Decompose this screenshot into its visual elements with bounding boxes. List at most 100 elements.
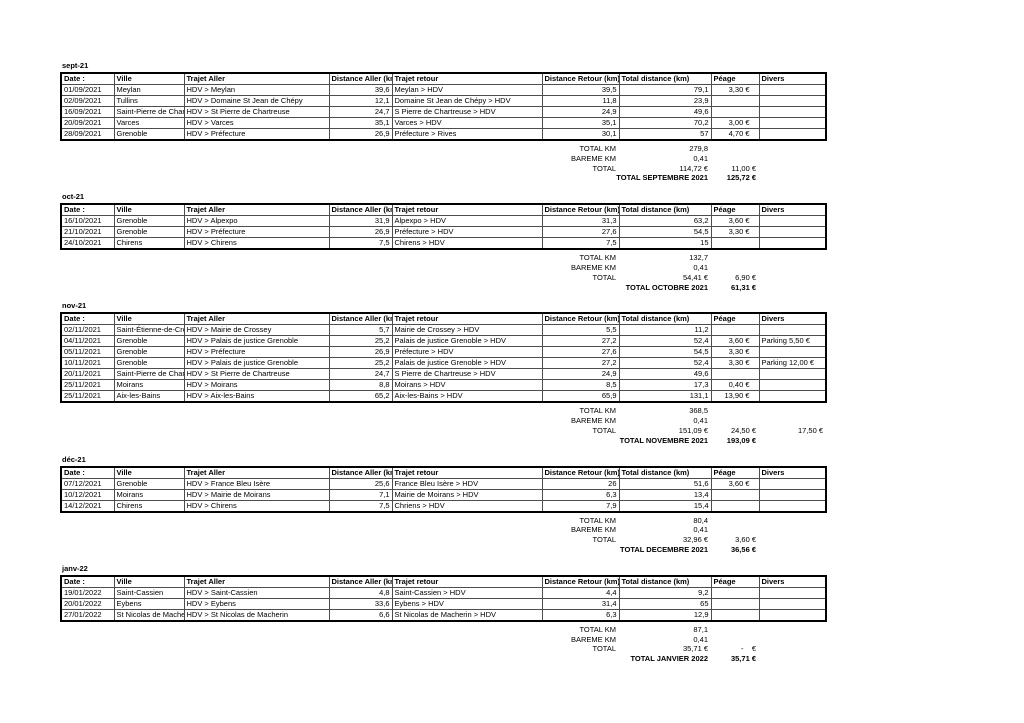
column-header-trajet-retour: Trajet retour — [391, 72, 543, 85]
totals-value-eur — [710, 416, 758, 426]
cell-distance-retour: 35,1 — [541, 117, 620, 129]
cell-ville: Grenoble — [113, 215, 185, 228]
table-row: 20/09/2021 Varces HDV > Varces 35,1 Varces >… — [60, 117, 827, 129]
table-row: 14/12/2021 Chirens HDV > Chirens 7,5 Chriens… — [60, 499, 827, 513]
cell-trajet-aller: HDV > Chirens — [183, 499, 330, 513]
totals-row: TOTAL 35,71 € - € — [60, 644, 825, 654]
cell-distance-aller: 26,9 — [328, 346, 393, 359]
table-row: 25/11/2021 Moirans HDV > Moirans 8,8 Moirans… — [60, 379, 827, 392]
totals-block: TOTAL KM 279,8 BAREME KM 0,41 TOTAL 114,72 € 1… — [60, 144, 825, 183]
column-header-ville: Ville — [113, 312, 185, 326]
cell-distance-aller: 24,7 — [328, 368, 393, 381]
cell-divers — [758, 226, 827, 239]
cell-total-distance: 63,2 — [618, 215, 712, 228]
cell-trajet-aller: HDV > St Pierre de Chartreuse — [183, 106, 330, 118]
totals-label: TOTAL OCTOBRE 2021 — [625, 282, 708, 292]
totals-value-eur: 193,09 € — [726, 435, 756, 445]
cell-trajet-retour: Mairie de Crossey > HDV — [391, 324, 543, 337]
cell-distance-retour: 11,8 — [541, 95, 620, 107]
table-row: 28/09/2021 Grenoble HDV > Préfecture 26,9 Pr… — [60, 128, 827, 141]
totals-row: BAREME KM 0,41 — [60, 525, 825, 535]
cell-ville: Varces — [113, 117, 185, 129]
totals-value-divers — [758, 644, 825, 654]
cell-trajet-aller: HDV > Varces — [183, 117, 330, 129]
cell-date: 16/10/2021 — [60, 215, 115, 228]
cell-trajet-retour: Palais de justice Grenoble > HDV — [391, 335, 543, 348]
totals-label: TOTAL KM — [579, 515, 616, 525]
month-section: oct-21 Date : Ville Trajet Aller Distance Al… — [60, 192, 830, 292]
totals-value-divers — [758, 516, 825, 526]
cell-ville: Moirans — [113, 488, 185, 501]
cell-distance-retour: 27,2 — [541, 335, 620, 348]
cell-trajet-retour: Préfecture > Rives — [391, 128, 543, 141]
cell-peage — [710, 488, 760, 501]
column-header-peage: Péage — [710, 72, 760, 85]
totals-value-eur — [710, 263, 758, 273]
totals-value-divers — [758, 173, 825, 183]
cell-ville: Grenoble — [113, 357, 185, 370]
trips-table: Date : Ville Trajet Aller Distance Aller (k… — [60, 72, 827, 141]
cell-divers — [758, 84, 827, 96]
cell-peage: 3,60 € — [710, 477, 760, 490]
table-row: 20/01/2022 Eybens HDV > Eybens 33,6 Eybens >… — [60, 597, 827, 610]
column-header-peage: Péage — [710, 203, 760, 217]
cell-trajet-aller: HDV > Préfecture — [183, 128, 330, 141]
cell-divers — [758, 117, 827, 129]
cell-total-distance: 23,9 — [618, 95, 712, 107]
column-header-ville: Ville — [113, 72, 185, 85]
cell-total-distance: 79,1 — [618, 84, 712, 96]
cell-ville: Grenoble — [113, 226, 185, 239]
totals-value-eur: 11,00 € — [731, 163, 756, 173]
cell-trajet-aller: HDV > Moirans — [183, 379, 330, 392]
column-header-date: Date : — [60, 72, 115, 85]
totals-value-eur: 61,31 € — [730, 282, 756, 292]
totals-value-eur: 35,71 € — [730, 654, 756, 664]
totals-label: TOTAL SEPTEMBRE 2021 — [616, 173, 708, 183]
table-row: 16/10/2021 Grenoble HDV > Alpexpo 31,9 Alpex… — [60, 215, 827, 228]
totals-value-distance: 0,41 — [693, 262, 708, 272]
cell-ville: Saint-Pierre de Chart — [113, 106, 185, 118]
cell-distance-retour: 27,6 — [541, 346, 620, 359]
cell-peage — [710, 499, 760, 513]
totals-value-divers — [758, 545, 825, 555]
totals-value-eur: 36,56 € — [730, 544, 756, 554]
totals-value-eur — [710, 406, 758, 416]
cell-peage — [710, 324, 760, 337]
totals-value-eur: 6,90 € — [735, 272, 756, 282]
column-header-divers: Divers — [758, 72, 827, 85]
totals-value-divers — [758, 436, 825, 446]
cell-trajet-retour: Aix-les-Bains > HDV — [391, 390, 543, 403]
totals-value-eur — [710, 154, 758, 164]
cell-distance-aller: 7,5 — [328, 499, 393, 513]
totals-value-distance: 32,96 € — [682, 535, 708, 545]
cell-distance-retour: 27,2 — [541, 357, 620, 370]
cell-ville: Eybens — [113, 597, 185, 610]
column-header-trajet-aller: Trajet Aller — [183, 575, 330, 588]
month-section: sept-21 Date : Ville Trajet Aller Distance A… — [60, 61, 830, 183]
totals-value-distance: 114,72 € — [679, 163, 708, 173]
cell-trajet-aller: HDV > Alpexpo — [183, 215, 330, 228]
cell-trajet-aller: HDV > St Nicolas de Macherin — [183, 608, 330, 622]
cell-ville: Chirens — [113, 237, 185, 250]
cell-ville: Grenoble — [113, 346, 185, 359]
cell-total-distance: 9,2 — [618, 586, 712, 599]
totals-value-divers — [758, 253, 825, 263]
totals-value-divers — [758, 635, 825, 645]
totals-value-divers — [758, 416, 825, 426]
cell-trajet-aller: HDV > Saint-Cassien — [183, 586, 330, 599]
month-label: janv-22 — [62, 563, 88, 573]
totals-value-distance: 368,5 — [689, 406, 708, 416]
cell-ville: Tullins — [113, 95, 185, 107]
totals-label: TOTAL JANVIER 2022 — [630, 654, 708, 664]
table-row: 24/10/2021 Chirens HDV > Chirens 7,5 Chirens… — [60, 237, 827, 250]
cell-distance-aller: 4,8 — [328, 586, 393, 599]
totals-block: TOTAL KM 80,4 BAREME KM 0,41 TOTAL 32,96 € 3,6… — [60, 516, 825, 555]
column-header-divers: Divers — [758, 203, 827, 217]
cell-peage: 13,90 € — [710, 390, 760, 403]
cell-trajet-aller: HDV > Chirens — [183, 237, 330, 250]
cell-divers — [758, 346, 827, 359]
cell-distance-aller: 12,1 — [328, 95, 393, 107]
cell-distance-aller: 5,7 — [328, 324, 393, 337]
cell-date: 07/12/2021 — [60, 477, 115, 490]
